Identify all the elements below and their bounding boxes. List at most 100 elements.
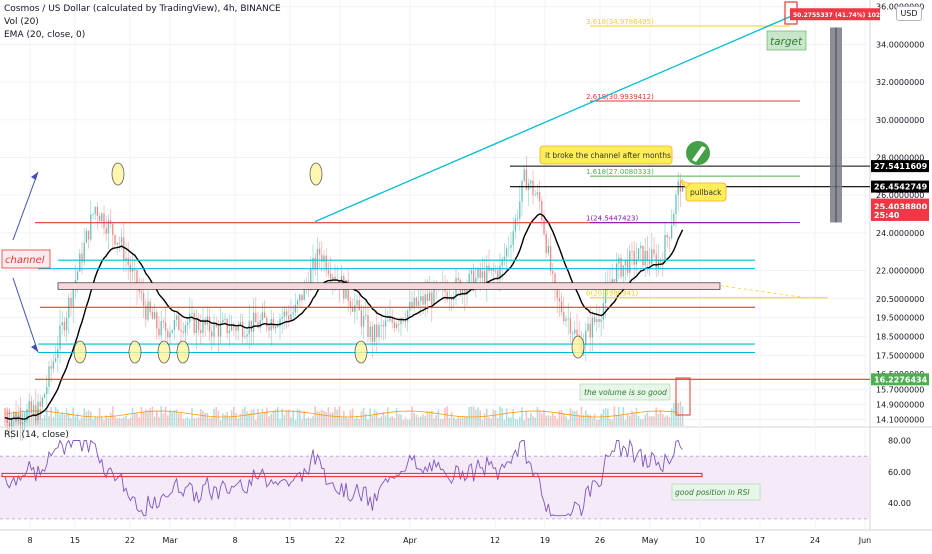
candle [378, 325, 380, 338]
volume-bar [167, 415, 169, 426]
volume-bar [351, 408, 354, 426]
volume-bar [620, 414, 622, 426]
volume-bar [512, 409, 514, 426]
volume-bar [41, 418, 44, 426]
volume-bar [646, 412, 649, 426]
candle [428, 292, 431, 301]
volume-bar [252, 408, 255, 426]
candle [323, 255, 325, 262]
volume-bar [230, 410, 233, 426]
volume-bar [468, 406, 470, 426]
candle [677, 181, 679, 195]
candle [43, 394, 46, 398]
price-tag [790, 8, 880, 21]
currency-button[interactable]: USD [896, 6, 922, 21]
ema-indicator-label[interactable]: EMA (20, close, 0) [4, 30, 86, 40]
volume-bar [367, 419, 369, 426]
volume-bar [263, 412, 266, 426]
volume-bar [585, 410, 587, 426]
volume-bar [116, 418, 118, 426]
candle [543, 220, 545, 234]
candle [193, 313, 195, 334]
candle [334, 276, 336, 281]
candle [226, 318, 228, 334]
annotation-box [766, 30, 807, 51]
candle [112, 223, 114, 236]
candle [219, 322, 222, 337]
candle [162, 321, 165, 323]
volume-indicator-label[interactable]: Vol (20) [4, 17, 39, 27]
candle [644, 250, 646, 266]
volume-bar [494, 410, 497, 426]
volume-bar [142, 411, 145, 426]
volume-bar [554, 415, 556, 426]
candle [37, 401, 39, 421]
volume-bar [521, 407, 523, 426]
candle [653, 249, 655, 254]
volume-bar [160, 406, 162, 426]
candle [283, 311, 286, 318]
volume-bar [545, 415, 547, 426]
candle [120, 237, 123, 243]
volume-bar [624, 419, 627, 426]
volume-bar [547, 415, 550, 426]
candle [191, 313, 193, 314]
volume-bar [323, 410, 325, 426]
candle [184, 325, 187, 333]
volume-bar [105, 415, 107, 426]
volume-bar [175, 409, 178, 426]
candle [109, 220, 112, 224]
candle [50, 366, 52, 369]
volume-bar [629, 415, 631, 426]
volume-bar [307, 416, 310, 426]
candle [354, 305, 356, 312]
candle [670, 225, 673, 239]
candle [415, 297, 418, 306]
volume-bar [125, 415, 127, 426]
candle [59, 325, 61, 350]
volume-bar [32, 409, 35, 426]
volume-bar [356, 415, 358, 426]
candle [382, 325, 385, 327]
candle [79, 253, 81, 272]
time-axis-label: 22 [125, 536, 135, 545]
volume-bar [224, 414, 226, 426]
volume-bar [501, 408, 503, 426]
volume-bar [46, 408, 48, 426]
candle [103, 213, 105, 229]
fib-dashed [719, 285, 801, 298]
volume-bar [615, 415, 618, 426]
candle [274, 326, 277, 329]
candle [151, 312, 154, 319]
candle [547, 246, 550, 254]
candle [349, 301, 352, 308]
candle [10, 418, 13, 427]
volume-bar [527, 417, 530, 426]
volume-bar [378, 418, 380, 426]
candle [257, 322, 259, 328]
candle [600, 319, 602, 322]
volume-bar [651, 416, 653, 426]
candle [156, 312, 158, 329]
volume-bar [274, 409, 277, 426]
candle [87, 230, 90, 240]
rocket-body [692, 146, 706, 162]
candle [417, 300, 420, 306]
rsi-indicator-label[interactable]: RSI (14, close) [4, 430, 69, 440]
volume-bar [79, 419, 81, 426]
candle [182, 331, 184, 333]
volume-bar [567, 419, 569, 426]
volume-bar [332, 412, 334, 426]
volume-bar [138, 417, 140, 426]
volume-bar [186, 417, 189, 426]
candle [673, 213, 675, 226]
candle [433, 284, 435, 306]
volume-bar [514, 419, 517, 426]
price-axis-label: 17.5000000 [876, 351, 924, 360]
volume-bar [681, 406, 684, 426]
candle [138, 288, 140, 292]
annotation-broke-channel: it broke the channel after months [545, 151, 671, 160]
volume-bar [457, 417, 459, 426]
